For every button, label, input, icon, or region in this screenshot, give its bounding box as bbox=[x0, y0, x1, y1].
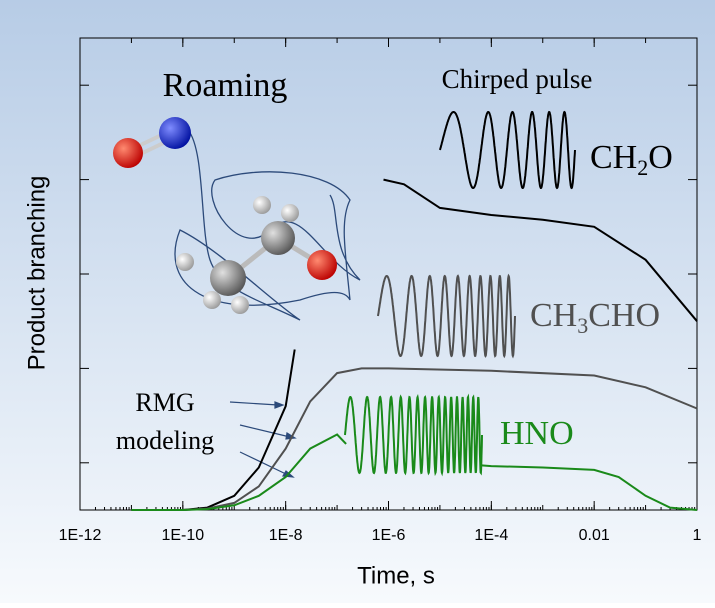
series-label-part: O bbox=[648, 139, 673, 176]
x-tick-label: 1E-8 bbox=[269, 527, 303, 544]
y-axis-title: Product branching bbox=[23, 176, 50, 371]
series-label-part: CH bbox=[530, 297, 577, 334]
annotation: modeling bbox=[116, 426, 214, 455]
x-tick-label: 1 bbox=[693, 527, 702, 544]
x-tick-label: 1E-6 bbox=[372, 527, 406, 544]
series-line bbox=[131, 433, 698, 511]
title: Roaming bbox=[163, 67, 288, 104]
x-tick-label: 1E-10 bbox=[161, 527, 204, 544]
series-label: CH3CHO bbox=[530, 297, 660, 338]
molecule bbox=[113, 117, 361, 321]
chirped-pulse bbox=[377, 273, 516, 359]
series-label: CH2O bbox=[590, 139, 673, 180]
series-label-part: HNO bbox=[500, 415, 574, 452]
x-tick-label: 0.01 bbox=[579, 527, 610, 544]
chirped-pulse bbox=[439, 110, 576, 190]
subtitle: Chirped pulse bbox=[442, 64, 593, 94]
series-label-part: CH bbox=[590, 139, 637, 176]
chirped-pulse bbox=[344, 393, 483, 477]
series-label-part: 3 bbox=[577, 313, 588, 338]
series-label-part: 2 bbox=[637, 155, 648, 180]
series-label-part: CHO bbox=[588, 297, 660, 334]
x-tick-label: 1E-12 bbox=[59, 527, 102, 544]
x-axis-title: Time, s bbox=[357, 562, 435, 589]
annotation: RMG bbox=[135, 388, 194, 417]
series-label: HNO bbox=[500, 415, 574, 452]
x-tick-label: 1E-4 bbox=[474, 527, 508, 544]
